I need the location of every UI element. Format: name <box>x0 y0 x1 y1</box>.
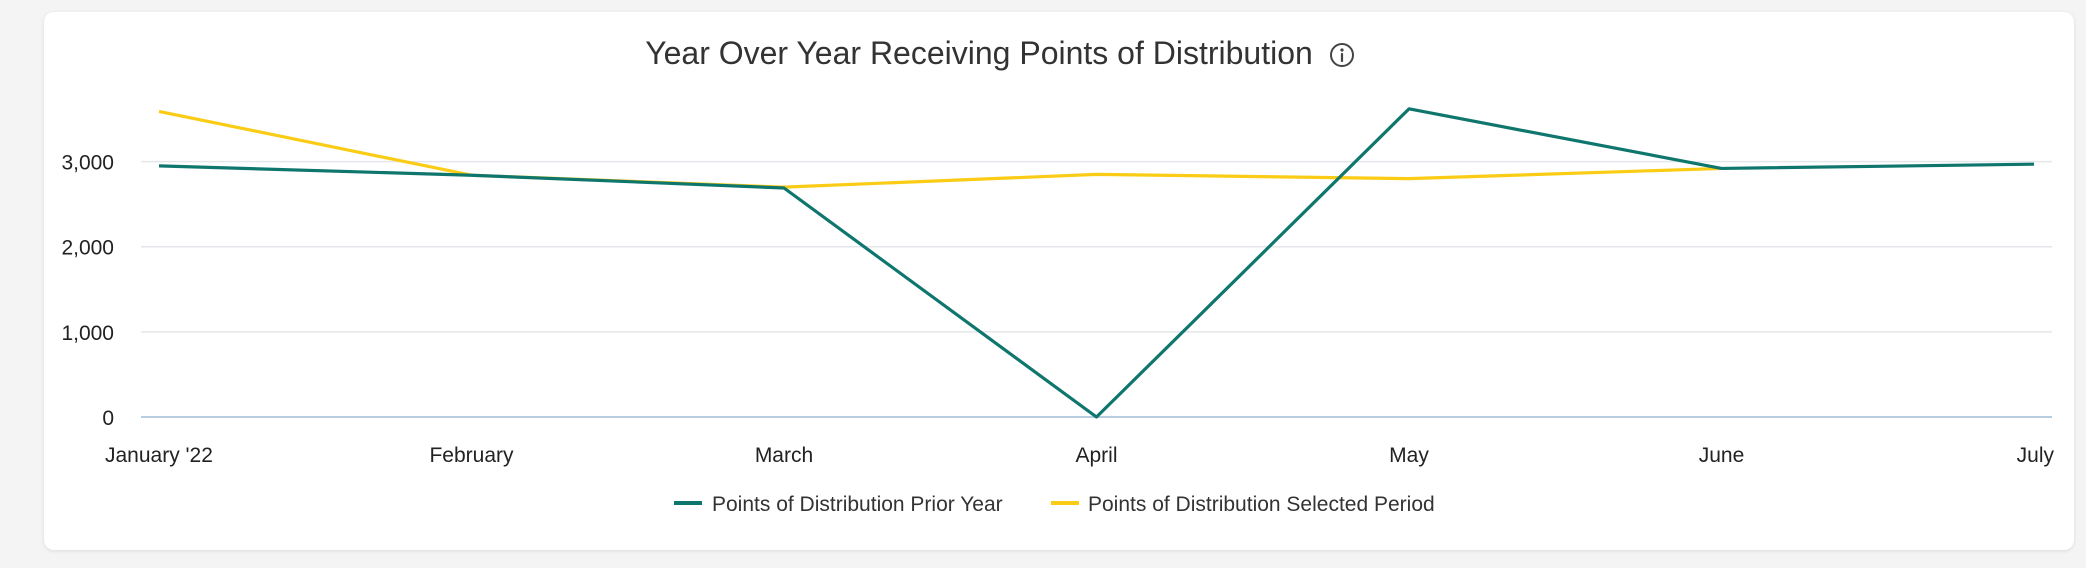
chart-card: 0 1,000 2,000 3,000 January '22 February March… <box>44 12 2074 550</box>
legend: Points of Distribution Prior Year Points … <box>674 493 1435 516</box>
y-tick-label: 2,000 <box>61 237 114 260</box>
x-tick-label: June <box>1699 444 1745 467</box>
x-tick-label: April <box>1075 444 1117 467</box>
chart-title: Year Over Year Receiving Points of Distr… <box>645 35 1313 71</box>
legend-label[interactable]: Points of Distribution Selected Period <box>1088 493 1435 516</box>
y-tick-label: 0 <box>102 407 114 430</box>
x-tick-label: February <box>429 444 514 467</box>
series-lines <box>158 107 2035 419</box>
gridlines <box>141 160 2052 418</box>
x-tick-label: January '22 <box>105 444 213 467</box>
y-tick-label: 1,000 <box>61 322 114 345</box>
chart-title-group: Year Over Year Receiving Points of Distr… <box>645 35 1354 71</box>
x-tick-label: March <box>755 444 813 467</box>
x-tick-label: July <box>2017 444 2055 467</box>
info-icon[interactable] <box>1330 43 1354 67</box>
legend-label[interactable]: Points of Distribution Prior Year <box>712 493 1003 516</box>
x-tick-label: May <box>1389 444 1429 467</box>
axes: 0 1,000 2,000 3,000 January '22 February March… <box>61 152 2054 467</box>
line-chart: 0 1,000 2,000 3,000 January '22 February March… <box>61 35 2054 516</box>
y-tick-label: 3,000 <box>61 152 114 175</box>
series-line-prior-year[interactable] <box>158 107 2035 419</box>
series-line-selected-period[interactable] <box>158 109 1722 189</box>
